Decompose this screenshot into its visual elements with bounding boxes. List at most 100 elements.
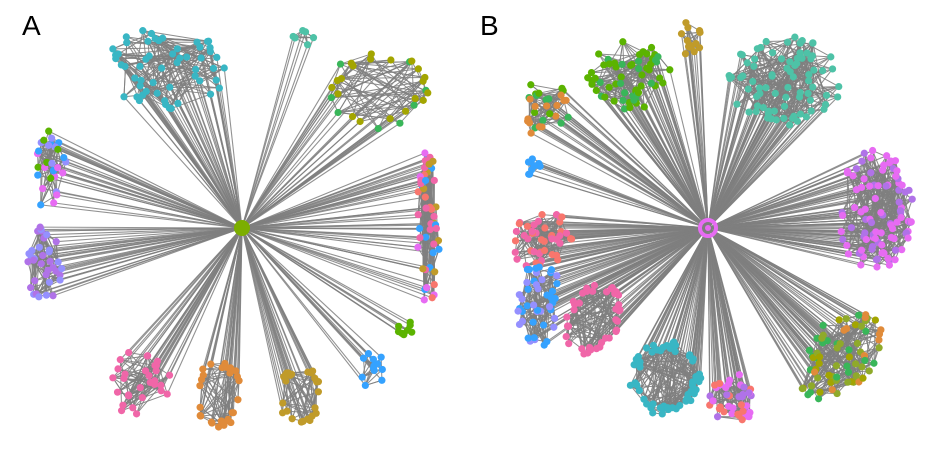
a-node bbox=[120, 93, 128, 101]
a-hub-edge bbox=[38, 150, 243, 229]
b-node bbox=[608, 284, 616, 292]
b-hub-edge bbox=[549, 113, 709, 229]
b-node bbox=[520, 231, 528, 240]
a-node bbox=[423, 284, 431, 292]
b-node bbox=[567, 235, 575, 243]
b-node bbox=[535, 89, 543, 97]
a-node bbox=[220, 64, 228, 72]
b-node bbox=[511, 237, 520, 245]
b-cluster-edge bbox=[589, 288, 612, 348]
b-node bbox=[858, 363, 866, 371]
a-node bbox=[114, 365, 122, 373]
a-node bbox=[374, 124, 382, 133]
a-node bbox=[414, 211, 422, 219]
b-hub-edge bbox=[707, 227, 750, 394]
a-node bbox=[34, 163, 42, 171]
b-node bbox=[547, 266, 556, 274]
b-node bbox=[619, 96, 627, 105]
a-hub-edge bbox=[179, 57, 243, 229]
b-hub-edge bbox=[680, 33, 709, 229]
b-node bbox=[553, 272, 561, 280]
a-hub-edge bbox=[241, 227, 304, 422]
b-node bbox=[860, 175, 868, 183]
b-node bbox=[805, 346, 814, 354]
a-hub-edge bbox=[207, 41, 243, 229]
b-cluster-edge bbox=[747, 42, 801, 90]
a-node bbox=[129, 404, 137, 412]
b-node bbox=[753, 45, 761, 53]
b-node bbox=[619, 38, 627, 46]
b-node bbox=[524, 158, 533, 166]
a-node bbox=[221, 359, 229, 368]
b-node bbox=[851, 203, 859, 212]
b-node bbox=[805, 71, 813, 79]
b-node bbox=[872, 228, 880, 236]
b-cluster-edge bbox=[794, 37, 811, 101]
b-node bbox=[814, 374, 822, 382]
b-hub-edge bbox=[530, 132, 709, 229]
b-node bbox=[843, 241, 851, 250]
b-node bbox=[562, 229, 571, 237]
a-node bbox=[333, 76, 341, 85]
b-node bbox=[612, 327, 620, 336]
a-node bbox=[424, 89, 432, 97]
a-node bbox=[421, 193, 429, 201]
a-hub-edge bbox=[241, 227, 435, 273]
b-node bbox=[852, 360, 860, 368]
b-node bbox=[827, 378, 835, 387]
a-cluster-edge bbox=[359, 60, 413, 122]
a-hub-edge bbox=[59, 227, 243, 281]
a-hub-edge bbox=[241, 227, 411, 326]
b-cluster-edge bbox=[762, 52, 774, 108]
b-node bbox=[530, 108, 539, 117]
b-node bbox=[709, 397, 717, 405]
b-node bbox=[728, 410, 736, 418]
b-node bbox=[883, 152, 891, 160]
a-hub-edge bbox=[46, 227, 243, 236]
b-node bbox=[859, 374, 867, 382]
b-cluster-edge bbox=[740, 53, 767, 89]
a-node bbox=[147, 29, 156, 38]
b-node bbox=[529, 318, 537, 326]
a-node bbox=[419, 265, 427, 273]
a-hub-edge bbox=[241, 227, 382, 358]
b-node bbox=[530, 162, 538, 170]
b-node bbox=[649, 409, 657, 417]
b-node bbox=[528, 227, 536, 235]
b-node bbox=[827, 53, 835, 61]
b-node bbox=[816, 388, 824, 396]
b-node bbox=[565, 340, 573, 348]
b-cluster-edge bbox=[873, 320, 876, 364]
a-node bbox=[29, 256, 38, 264]
a-node bbox=[299, 417, 307, 425]
b-cluster-edge bbox=[527, 113, 550, 120]
b-node bbox=[796, 110, 805, 118]
b-node bbox=[851, 321, 860, 329]
b-node bbox=[552, 251, 561, 260]
b-node bbox=[820, 105, 828, 113]
b-node bbox=[524, 334, 532, 342]
b-node bbox=[837, 228, 845, 236]
a-node bbox=[314, 388, 323, 396]
b-node bbox=[729, 404, 737, 412]
a-node bbox=[364, 349, 373, 358]
a-hub-edge bbox=[51, 162, 243, 229]
b-hub-edge bbox=[707, 227, 833, 391]
b-node bbox=[564, 113, 572, 121]
a-node bbox=[47, 174, 55, 182]
b-hub-edge bbox=[672, 227, 709, 344]
b-hub-edge bbox=[657, 56, 709, 229]
b-node bbox=[905, 186, 913, 194]
a-node bbox=[59, 169, 67, 177]
b-node bbox=[867, 218, 876, 227]
b-node bbox=[793, 117, 801, 125]
a-node bbox=[414, 188, 422, 196]
b-hub-edge bbox=[552, 227, 709, 292]
b-hub-edge bbox=[638, 92, 709, 229]
a-node bbox=[430, 212, 438, 221]
b-hub-edge bbox=[637, 227, 709, 357]
b-node bbox=[551, 294, 559, 303]
a-node bbox=[220, 421, 228, 429]
a-node bbox=[119, 401, 127, 409]
b-node bbox=[904, 234, 912, 242]
